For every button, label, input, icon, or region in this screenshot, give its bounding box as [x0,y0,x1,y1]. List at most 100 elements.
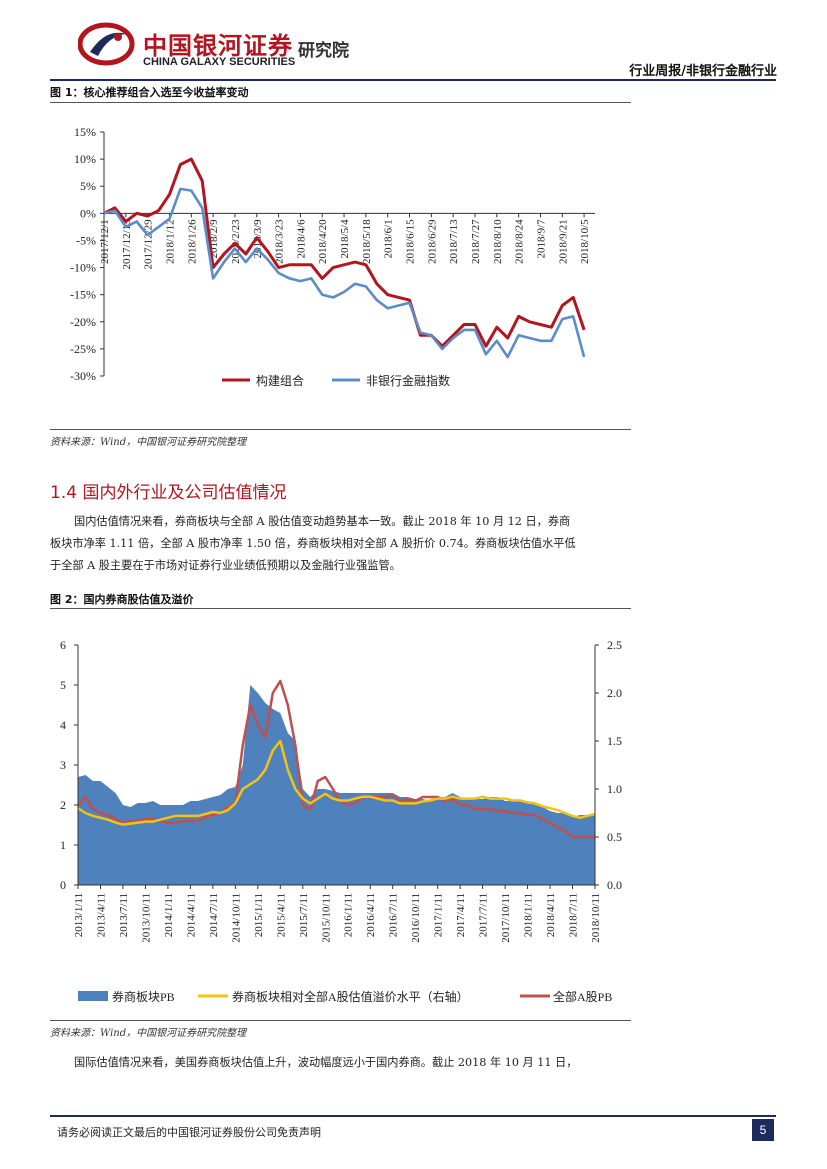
x-tick-label: 2018/1/26 [186,219,198,264]
x-tick-label: 2013/1/11 [73,893,85,937]
left-y-tick-label: 5 [60,678,66,692]
x-tick-label: 2014/4/11 [185,893,197,937]
figure2-bottom-rule [50,1020,631,1021]
footer-disclaimer: 请务必阅读正文最后的中国银河证券股份公司免责声明 [57,1126,321,1139]
logo-institute: 研究院 [298,41,349,61]
figure2-source: 资料来源：Wind，中国银河证券研究院整理 [50,1028,247,1039]
y-tick-label: -25% [70,342,96,356]
x-tick-label: 2018/6/15 [405,219,417,264]
x-tick-label: 2018/1/11 [523,893,535,937]
x-tick-label: 2018/8/10 [492,219,504,264]
left-y-tick-label: 6 [60,638,66,652]
y-tick-label: -20% [70,315,96,329]
figure1-source: 资料来源：Wind，中国银河证券研究院整理 [50,437,247,448]
legend-label: 券商板块PB [112,989,175,1004]
legend-label: 构建组合 [256,373,304,388]
x-tick-label: 2014/7/11 [208,893,220,937]
x-tick-label: 2018/7/27 [470,219,482,264]
figure2-top-rule [50,608,631,609]
figure1-bottom-rule [50,429,631,430]
paragraph-line: 板块市净率 1.11 倍，全部 A 股市净率 1.50 倍，券商板块相对全部 A… [50,537,576,550]
logo-chinese-name: 中国银河证券 [143,32,293,60]
y-tick-label: -10% [70,261,96,275]
y-tick-label: -5% [76,233,96,247]
x-tick-label: 2017/1/11 [433,893,445,937]
x-tick-label: 2018/4/6 [295,219,307,259]
left-y-tick-label: 1 [60,838,66,852]
x-tick-label: 2015/4/11 [275,893,287,937]
left-y-tick-label: 2 [60,798,66,812]
x-tick-label: 2018/9/7 [535,219,547,259]
x-tick-label: 2018/7/13 [448,219,460,264]
series-area-broker-pb [78,685,595,885]
x-tick-label: 2018/6/29 [426,219,438,264]
right-y-tick-label: 1.0 [607,782,622,796]
legend-label: 非银行金融指数 [366,373,450,388]
figure2-valuation-chart: 0 1 2 3 4 5 6 0.0 0.5 1.0 1.5 2.0 2.5 2013/1/11 2013/4… [60,638,622,1004]
x-tick-label: 2018/8/24 [514,219,526,264]
x-tick-label: 2016/10/11 [410,893,422,943]
x-tick-label: 2016/4/11 [365,893,377,937]
left-y-tick-label: 4 [60,718,66,732]
y-tick-label: 5% [80,179,96,193]
legend-label: 全部A股PB [553,989,612,1004]
paragraph-line: 国内估值情况来看，券商板块与全部 A 股估值变动趋势基本一致。截止 2018 年… [74,515,571,528]
x-tick-label: 2016/7/11 [388,893,400,937]
right-y-tick-label: 2.0 [607,686,622,700]
x-tick-label: 2013/10/11 [140,893,152,943]
x-tick-label: 2016/1/11 [343,893,355,937]
x-tick-label: 2014/10/11 [230,893,242,943]
series-line-premium [77,739,596,826]
section-heading: 1.4 国内外行业及公司估值情况 [50,483,287,503]
left-y-tick-label: 3 [60,758,66,772]
figure2-title: 图 2：国内券商股估值及溢价 [50,593,194,606]
x-tick-label: 2015/7/11 [298,893,310,937]
figure1-line-chart: 15% 10% 5% 0% -5% -10% -15% -20% -25% -30% 2017/12… [70,125,595,388]
x-tick-label: 2017/12/15 [121,219,133,270]
right-y-tick-label: 0.0 [607,878,622,892]
page-number: 5 [752,1119,774,1141]
series-line-all-a-pb [77,679,595,839]
legend-label: 券商板块相对全部A股估值溢价水平（右轴） [232,989,469,1004]
x-tick-label: 2017/4/11 [455,893,467,937]
x-tick-label: 2018/5/18 [361,219,373,264]
x-tick-label: 2018/7/11 [568,893,580,937]
left-y-tick-label: 0 [60,878,66,892]
x-tick-label: 2018/4/11 [545,893,557,937]
x-tick-label: 2018/6/1 [383,219,395,258]
paragraph-line: 于全部 A 股主要在于市场对证券行业业绩低预期以及金融行业强监管。 [50,559,401,572]
x-tick-label: 2013/7/11 [118,893,130,937]
x-tick-label: 2013/4/11 [95,893,107,937]
figure1-top-rule [50,102,631,103]
x-tick-label: 2017/7/11 [478,893,490,937]
x-tick-label: 2017/12/1 [99,219,111,264]
header-rule [50,79,776,81]
x-tick-label: 2018/5/4 [339,219,351,259]
x-tick-label: 2018/4/20 [317,219,329,264]
section-paragraph: 国内估值情况来看，券商板块与全部 A 股估值变动趋势基本一致。截止 2018 年… [50,511,631,577]
company-logo [77,22,136,66]
x-tick-label: 2018/2/23 [230,219,242,264]
x-tick-label: 2017/12/29 [143,219,155,270]
right-y-tick-label: 1.5 [607,734,622,748]
x-tick-label: 2015/10/11 [320,893,332,943]
series-line-portfolio [103,157,586,348]
y-tick-label: -15% [70,288,96,302]
report-type: 行业周报/非银行金融行业 [629,64,777,79]
footer-rule [50,1115,776,1117]
right-y-tick-label: 0.5 [607,830,622,844]
y-tick-label: 0% [80,206,96,220]
x-tick-label: 2018/9/21 [557,219,569,264]
x-tick-label: 2018/10/11 [590,893,602,943]
x-tick-label: 2018/10/5 [579,219,591,264]
right-y-tick-label: 2.5 [607,638,622,652]
legend-swatch-broker-pb [78,991,108,1001]
closing-paragraph: 国际估值情况来看，美国券商板块估值上升，波动幅度远小于国内券商。截止 2018 … [74,1056,578,1069]
x-tick-label: 2018/1/12 [164,219,176,264]
figure1-title: 图 1：核心推荐组合入选至今收益率变动 [50,86,249,99]
x-tick-label: 2014/1/11 [163,893,175,937]
x-tick-label: 2017/10/11 [500,893,512,943]
y-tick-label: 10% [74,152,96,166]
y-tick-label: -30% [70,369,96,383]
logo-english-name: CHINA GALAXY SECURITIES [143,56,296,68]
